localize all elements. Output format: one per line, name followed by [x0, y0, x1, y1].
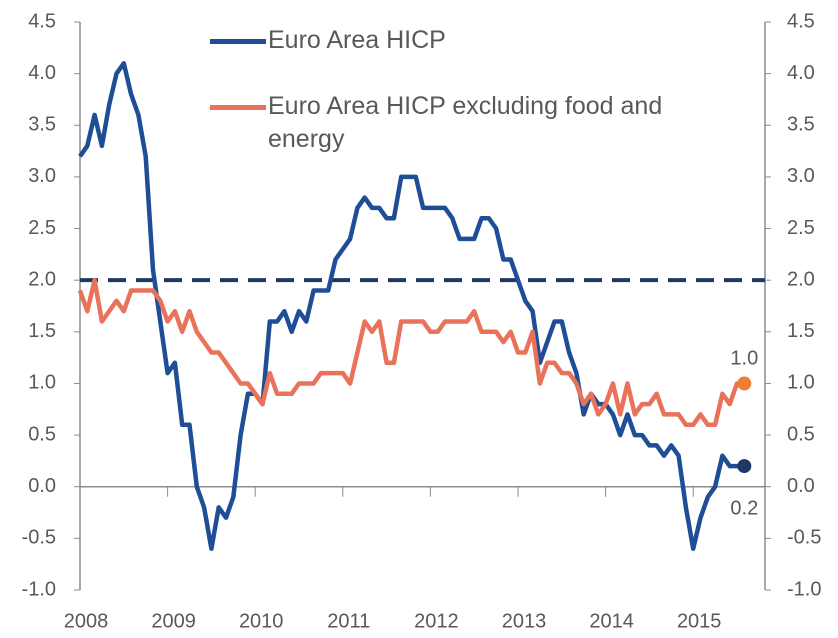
- series-line: [78, 61, 745, 551]
- end-marker: [737, 376, 752, 391]
- y-tick-label: 1.5: [28, 320, 56, 342]
- y-tick-label: 4.0: [28, 62, 56, 84]
- x-tick-label: 2008: [64, 610, 109, 632]
- y2-tick-label: 0.0: [787, 475, 815, 497]
- y-tick-label: -1.0: [22, 578, 56, 600]
- x-tick-label: 2010: [239, 610, 284, 632]
- y2-tick-label: 2.5: [787, 217, 815, 239]
- y-tick-label: 3.5: [28, 114, 56, 136]
- y2-tick-label: 1.0: [787, 372, 815, 394]
- y-tick-label: -0.5: [22, 527, 56, 549]
- series-line: [77, 277, 745, 428]
- y2-tick-label: 1.5: [787, 320, 815, 342]
- x-tick-label: 2009: [151, 610, 196, 632]
- y2-tick-label: 3.5: [787, 114, 815, 136]
- y2-tick-label: 4.0: [787, 62, 815, 84]
- end-label: 0.2: [730, 497, 758, 519]
- x-tick-label: 2015: [677, 610, 722, 632]
- y-tick-label: 2.5: [28, 217, 56, 239]
- y-tick-label: 0.5: [28, 423, 56, 445]
- y-tick-label: 4.5: [28, 10, 56, 32]
- x-tick-label: 2014: [589, 610, 634, 632]
- y-tick-label: 0.0: [28, 475, 56, 497]
- end-marker: [737, 459, 752, 474]
- legend-label: Euro Area HICP excluding food and energy: [268, 92, 663, 153]
- legend-label: Euro Area HICP: [268, 26, 446, 54]
- end-label: 1.0: [730, 348, 758, 370]
- y-tick-label: 1.0: [28, 372, 56, 394]
- y2-tick-label: 4.5: [787, 10, 815, 32]
- y-tick-label: 3.0: [28, 165, 56, 187]
- legend-swatch: [210, 105, 266, 110]
- y2-tick-label: 2.0: [787, 268, 815, 290]
- y2-tick-label: 3.0: [787, 165, 815, 187]
- y2-tick-label: 0.5: [787, 423, 815, 445]
- legend-swatch: [210, 39, 266, 44]
- y2-tick-label: -1.0: [787, 578, 821, 600]
- x-tick-label: 2012: [414, 610, 459, 632]
- x-tick-label: 2013: [502, 610, 547, 632]
- y-tick-label: 2.0: [28, 268, 56, 290]
- y2-tick-label: -0.5: [787, 527, 821, 549]
- x-tick-label: 2011: [327, 610, 370, 632]
